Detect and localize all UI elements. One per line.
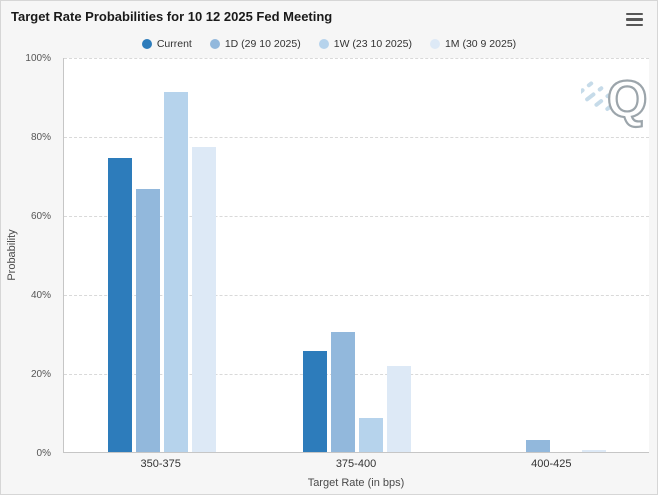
y-axis-tick-label: 20% [30, 369, 51, 380]
x-axis: 350-375 375-400 400-425 [63, 458, 649, 472]
x-axis-title: Target Rate (in bps) [307, 477, 405, 489]
bar-current-350-375[interactable] [107, 157, 132, 452]
y-axis-tick-label: 100% [25, 53, 51, 64]
bar-1m-30-9-2025-350-375[interactable] [191, 146, 216, 452]
bar-1w-23-10-2025-350-375[interactable] [163, 91, 188, 452]
gridline [64, 58, 649, 59]
bar-current-375-400[interactable] [302, 351, 327, 452]
chart-title: Target Rate Probabilities for 10 12 2025… [11, 9, 333, 24]
bar-1m-30-9-2025-400-425[interactable] [582, 450, 607, 452]
x-axis-tick-label: 375-400 [335, 458, 377, 470]
y-axis-tick-label: 80% [30, 132, 51, 143]
legend-marker-icon [141, 39, 152, 49]
legend-label: 1D (29 10 2025) [224, 38, 301, 50]
y-axis-tick-label: 0% [36, 448, 51, 459]
legend-marker-icon [209, 39, 220, 49]
hamburger-line [626, 18, 643, 21]
q-logo-watermark: Q [575, 63, 649, 134]
y-axis-tick-label: 40% [30, 290, 51, 301]
legend-marker-icon [429, 39, 440, 49]
legend: Current 1D (29 10 2025) 1W (23 10 2025) 1M … [1, 38, 657, 50]
y-axis: 0% 20% 40% 60% 80% 100% [1, 53, 57, 459]
legend-label: Current [156, 38, 192, 50]
gridline [64, 374, 649, 375]
bar-group-400-425 [455, 440, 650, 452]
plot-area: Q [63, 58, 649, 453]
legend-item-1m-30-9-2025[interactable]: 1M (30 9 2025) [429, 38, 517, 50]
x-axis-tick-label: 400-425 [531, 458, 572, 470]
legend-item-1d-29-10-2025[interactable]: 1D (29 10 2025) [209, 38, 301, 50]
bar-group-375-400 [259, 331, 454, 452]
bar-1w-23-10-2025-375-400[interactable] [358, 417, 383, 452]
watermark-letter: Q [607, 71, 647, 129]
hamburger-line [626, 23, 643, 26]
gridline [64, 295, 649, 296]
bar-1d-29-10-2025-375-400[interactable] [330, 331, 355, 452]
bar-1d-29-10-2025-350-375[interactable] [135, 189, 160, 452]
hamburger-menu-icon[interactable] [626, 13, 643, 26]
gridline [64, 216, 649, 217]
bar-1d-29-10-2025-400-425[interactable] [526, 440, 551, 452]
legend-item-current[interactable]: Current [141, 38, 192, 50]
bar-1m-30-9-2025-375-400[interactable] [386, 365, 411, 452]
legend-item-1w-23-10-2025[interactable]: 1W (23 10 2025) [318, 38, 412, 50]
legend-label: 1M (30 9 2025) [444, 38, 517, 50]
hamburger-line [626, 13, 643, 16]
y-axis-tick-label: 60% [30, 211, 51, 222]
x-axis-tick-label: 350-375 [140, 458, 181, 470]
bar-group-350-375 [64, 91, 259, 452]
legend-label: 1W (23 10 2025) [333, 38, 412, 50]
gridline [64, 137, 649, 138]
legend-marker-icon [318, 39, 329, 49]
